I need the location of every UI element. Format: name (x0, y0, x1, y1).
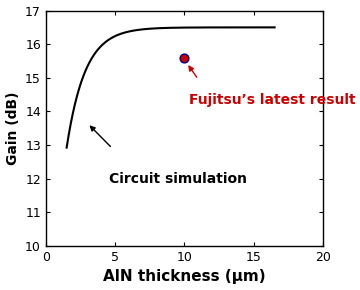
Y-axis label: Gain (dB): Gain (dB) (5, 92, 19, 165)
Text: Circuit simulation: Circuit simulation (109, 172, 247, 186)
X-axis label: AlN thickness (μm): AlN thickness (μm) (103, 269, 266, 284)
Text: Fujitsu’s latest result: Fujitsu’s latest result (189, 93, 355, 107)
Point (181, 55, 187, 60)
